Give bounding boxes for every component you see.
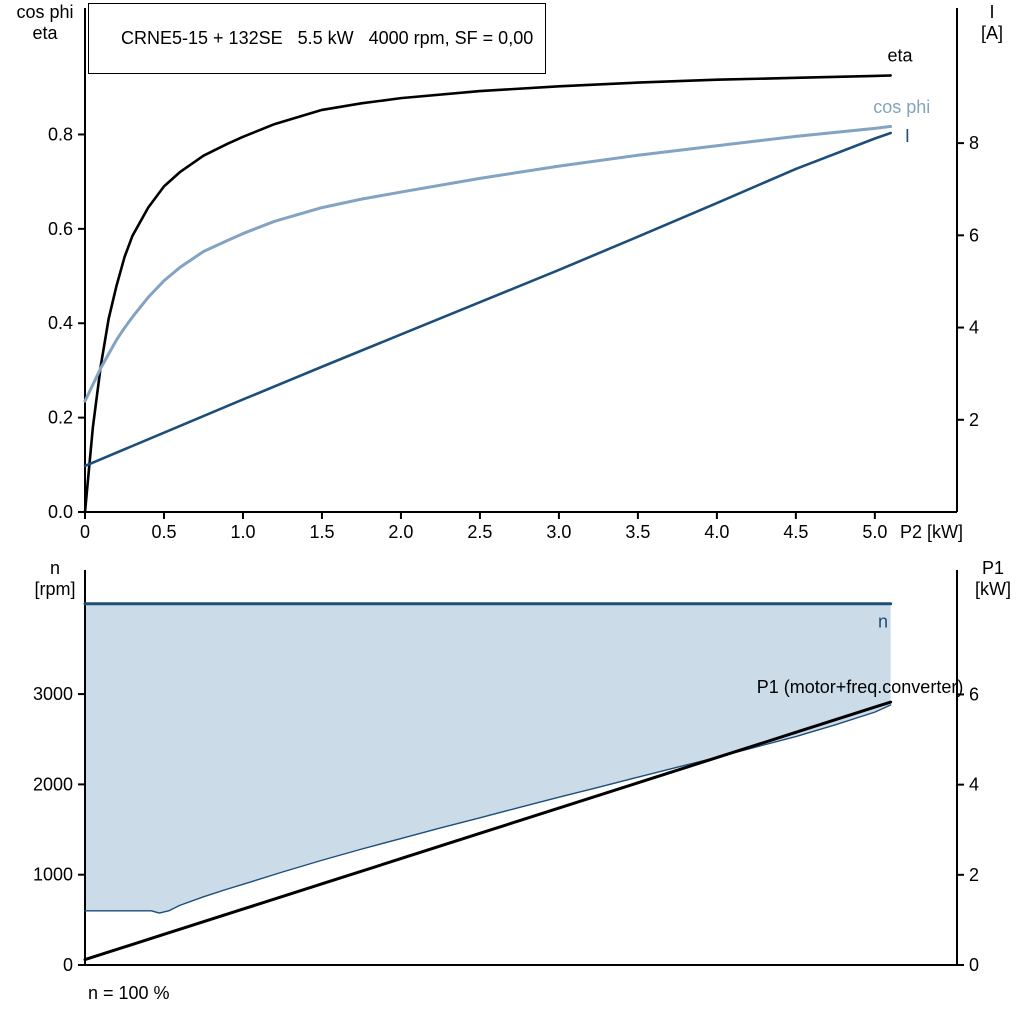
- x-tick-label: 4.5: [783, 522, 808, 542]
- x-tick-label: 0: [80, 522, 90, 542]
- speed-power-svg: 0 1000 2000 3000 0 2 4 6 n P1 (motor+freq.convert…: [33, 570, 979, 975]
- top-chart-left-axis-label: cos phi eta: [6, 2, 84, 44]
- left-tick-label: 2000: [33, 774, 73, 794]
- top-chart-right-axis-label: I [A]: [966, 2, 1018, 44]
- x-tick-label: 2.0: [388, 522, 413, 542]
- left-axis-label-line2: eta: [32, 23, 58, 43]
- left-axis-label-line1: cos phi: [16, 2, 74, 22]
- chart-title-box: CRNE5-15 + 132SE 5.5 kW 4000 rpm, SF = 0…: [88, 3, 547, 74]
- x-tick-label: 1.5: [309, 522, 334, 542]
- motor-performance-svg: 0.0 0.2 0.4 0.6 0.8 2 4 6 8 0 0.5 1.0 1.5 2.0 2.5 3.0 3.…: [48, 8, 979, 542]
- x-axis-unit-label: P2 [kW]: [900, 522, 963, 542]
- right-tick-label: 6: [969, 684, 979, 704]
- right-axis-label-line2: [kW]: [975, 579, 1011, 599]
- bottom-chart-left-axis-label: n [rpm]: [26, 558, 84, 600]
- chart-title: CRNE5-15 + 132SE 5.5 kW 4000 rpm, SF = 0…: [121, 28, 534, 48]
- series-i: [83, 131, 892, 468]
- operating-range-area: [85, 603, 891, 914]
- speed-footnote: n = 100 %: [88, 983, 170, 1003]
- right-tick-label: 2: [969, 410, 979, 430]
- left-tick-label: 0: [63, 955, 73, 975]
- right-tick-label: 4: [969, 318, 979, 338]
- left-axis-label-line1: n: [49, 558, 60, 578]
- series-label-i: I: [905, 126, 910, 146]
- series-label-cos-phi: cos phi: [873, 97, 930, 117]
- series-cos-phi: [83, 124, 893, 403]
- series-label-p1-motor-freq-converter: P1 (motor+freq.converter): [757, 677, 964, 697]
- x-tick-label: 1.0: [230, 522, 255, 542]
- left-tick-label: 0.8: [48, 124, 73, 144]
- series-label-n: n: [878, 611, 888, 631]
- x-tick-label: 5.0: [862, 522, 887, 542]
- motor-performance-chart: 0.0 0.2 0.4 0.6 0.8 2 4 6 8 0 0.5 1.0 1.5 2.0 2.5 3.0 3.…: [48, 8, 979, 542]
- left-tick-label: 0.0: [48, 502, 73, 522]
- speed-power-chart: 0 1000 2000 3000 0 2 4 6 n P1 (motor+freq.convert…: [0, 545, 1024, 1024]
- right-tick-label: 4: [969, 775, 979, 795]
- left-axis-label-line2: [rpm]: [34, 579, 76, 599]
- right-tick-label: 0: [969, 955, 979, 975]
- left-tick-label: 0.4: [48, 313, 73, 333]
- right-axis-label-line1: I: [989, 2, 995, 22]
- bottom-chart-right-axis-label: P1 [kW]: [966, 558, 1020, 600]
- tick-labels: 0.0 0.2 0.4 0.6 0.8 2 4 6 8 0 0.5 1.0 1.5 2.0 2.5 3.0 3.…: [48, 124, 979, 542]
- x-tick-label: 3.0: [546, 522, 571, 542]
- left-tick-label: 3000: [33, 684, 73, 704]
- right-axis-label-line1: P1: [981, 558, 1005, 578]
- right-axis-label-line2: [A]: [980, 23, 1003, 43]
- right-tick-label: 6: [969, 225, 979, 245]
- x-tick-label: 4.0: [704, 522, 729, 542]
- series-label-eta: eta: [887, 45, 913, 65]
- x-tick-label: 3.5: [625, 522, 650, 542]
- series-eta: [83, 74, 892, 514]
- series-n-min: [84, 704, 892, 914]
- left-tick-label: 0.6: [48, 219, 73, 239]
- axes: [84, 570, 958, 966]
- x-tick-label: 0.5: [151, 522, 176, 542]
- left-tick-label: 1000: [33, 865, 73, 885]
- right-tick-label: 8: [969, 133, 979, 153]
- left-tick-label: 0.2: [48, 408, 73, 428]
- tick-labels: 0 1000 2000 3000 0 2 4 6: [33, 684, 979, 975]
- x-tick-label: 2.5: [467, 522, 492, 542]
- series-p1-motor-freq-converter: [83, 700, 893, 962]
- axes: [84, 8, 958, 513]
- right-tick-label: 2: [969, 865, 979, 885]
